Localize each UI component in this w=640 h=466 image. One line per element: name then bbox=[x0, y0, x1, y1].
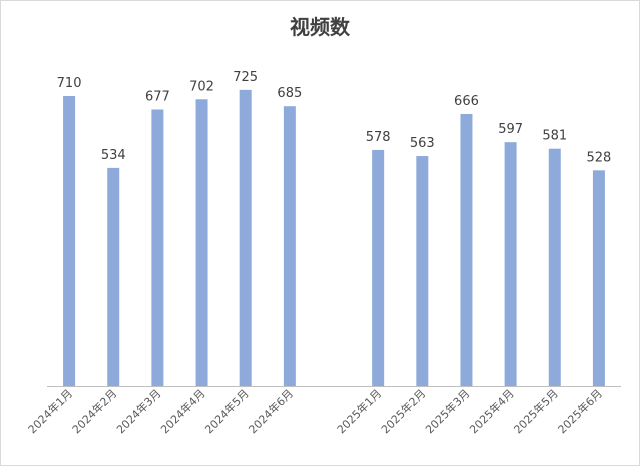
x-tick-label: 2025年6月 bbox=[555, 386, 605, 436]
x-tick-label: 2025年3月 bbox=[422, 386, 472, 436]
x-tick-label: 2024年5月 bbox=[202, 386, 252, 436]
x-tick-label: 2025年4月 bbox=[467, 386, 517, 436]
x-tick-label: 2025年5月 bbox=[511, 386, 561, 436]
data-label: 702 bbox=[189, 79, 214, 94]
data-label: 725 bbox=[233, 70, 258, 85]
bar bbox=[195, 99, 208, 386]
chart-title: 视频数 bbox=[290, 15, 350, 39]
data-label: 597 bbox=[498, 122, 523, 137]
x-tick-label: 2025年2月 bbox=[378, 386, 428, 436]
bar bbox=[460, 113, 473, 386]
data-label: 534 bbox=[101, 148, 126, 163]
data-label: 677 bbox=[145, 89, 170, 104]
data-label: 563 bbox=[410, 136, 435, 151]
x-tick-label: 2024年4月 bbox=[157, 386, 207, 436]
data-label: 528 bbox=[587, 150, 612, 165]
bar bbox=[372, 149, 385, 386]
bar bbox=[548, 148, 561, 386]
bar bbox=[107, 167, 120, 386]
bar bbox=[283, 106, 296, 386]
bar bbox=[504, 142, 517, 386]
bar bbox=[416, 156, 429, 386]
data-label: 685 bbox=[277, 86, 302, 101]
data-label: 581 bbox=[542, 129, 567, 144]
x-tick-label: 2024年3月 bbox=[113, 386, 163, 436]
x-tick-label: 2024年1月 bbox=[25, 386, 75, 436]
data-label: 666 bbox=[454, 94, 479, 109]
data-label: 710 bbox=[57, 76, 82, 91]
bar bbox=[151, 109, 164, 386]
x-tick-label: 2025年1月 bbox=[334, 386, 384, 436]
data-label: 578 bbox=[366, 130, 391, 145]
bar bbox=[592, 170, 605, 386]
bar bbox=[63, 96, 76, 386]
x-tick-label: 2024年2月 bbox=[69, 386, 119, 436]
bar bbox=[239, 89, 252, 387]
x-tick-label: 2024年6月 bbox=[246, 386, 296, 436]
